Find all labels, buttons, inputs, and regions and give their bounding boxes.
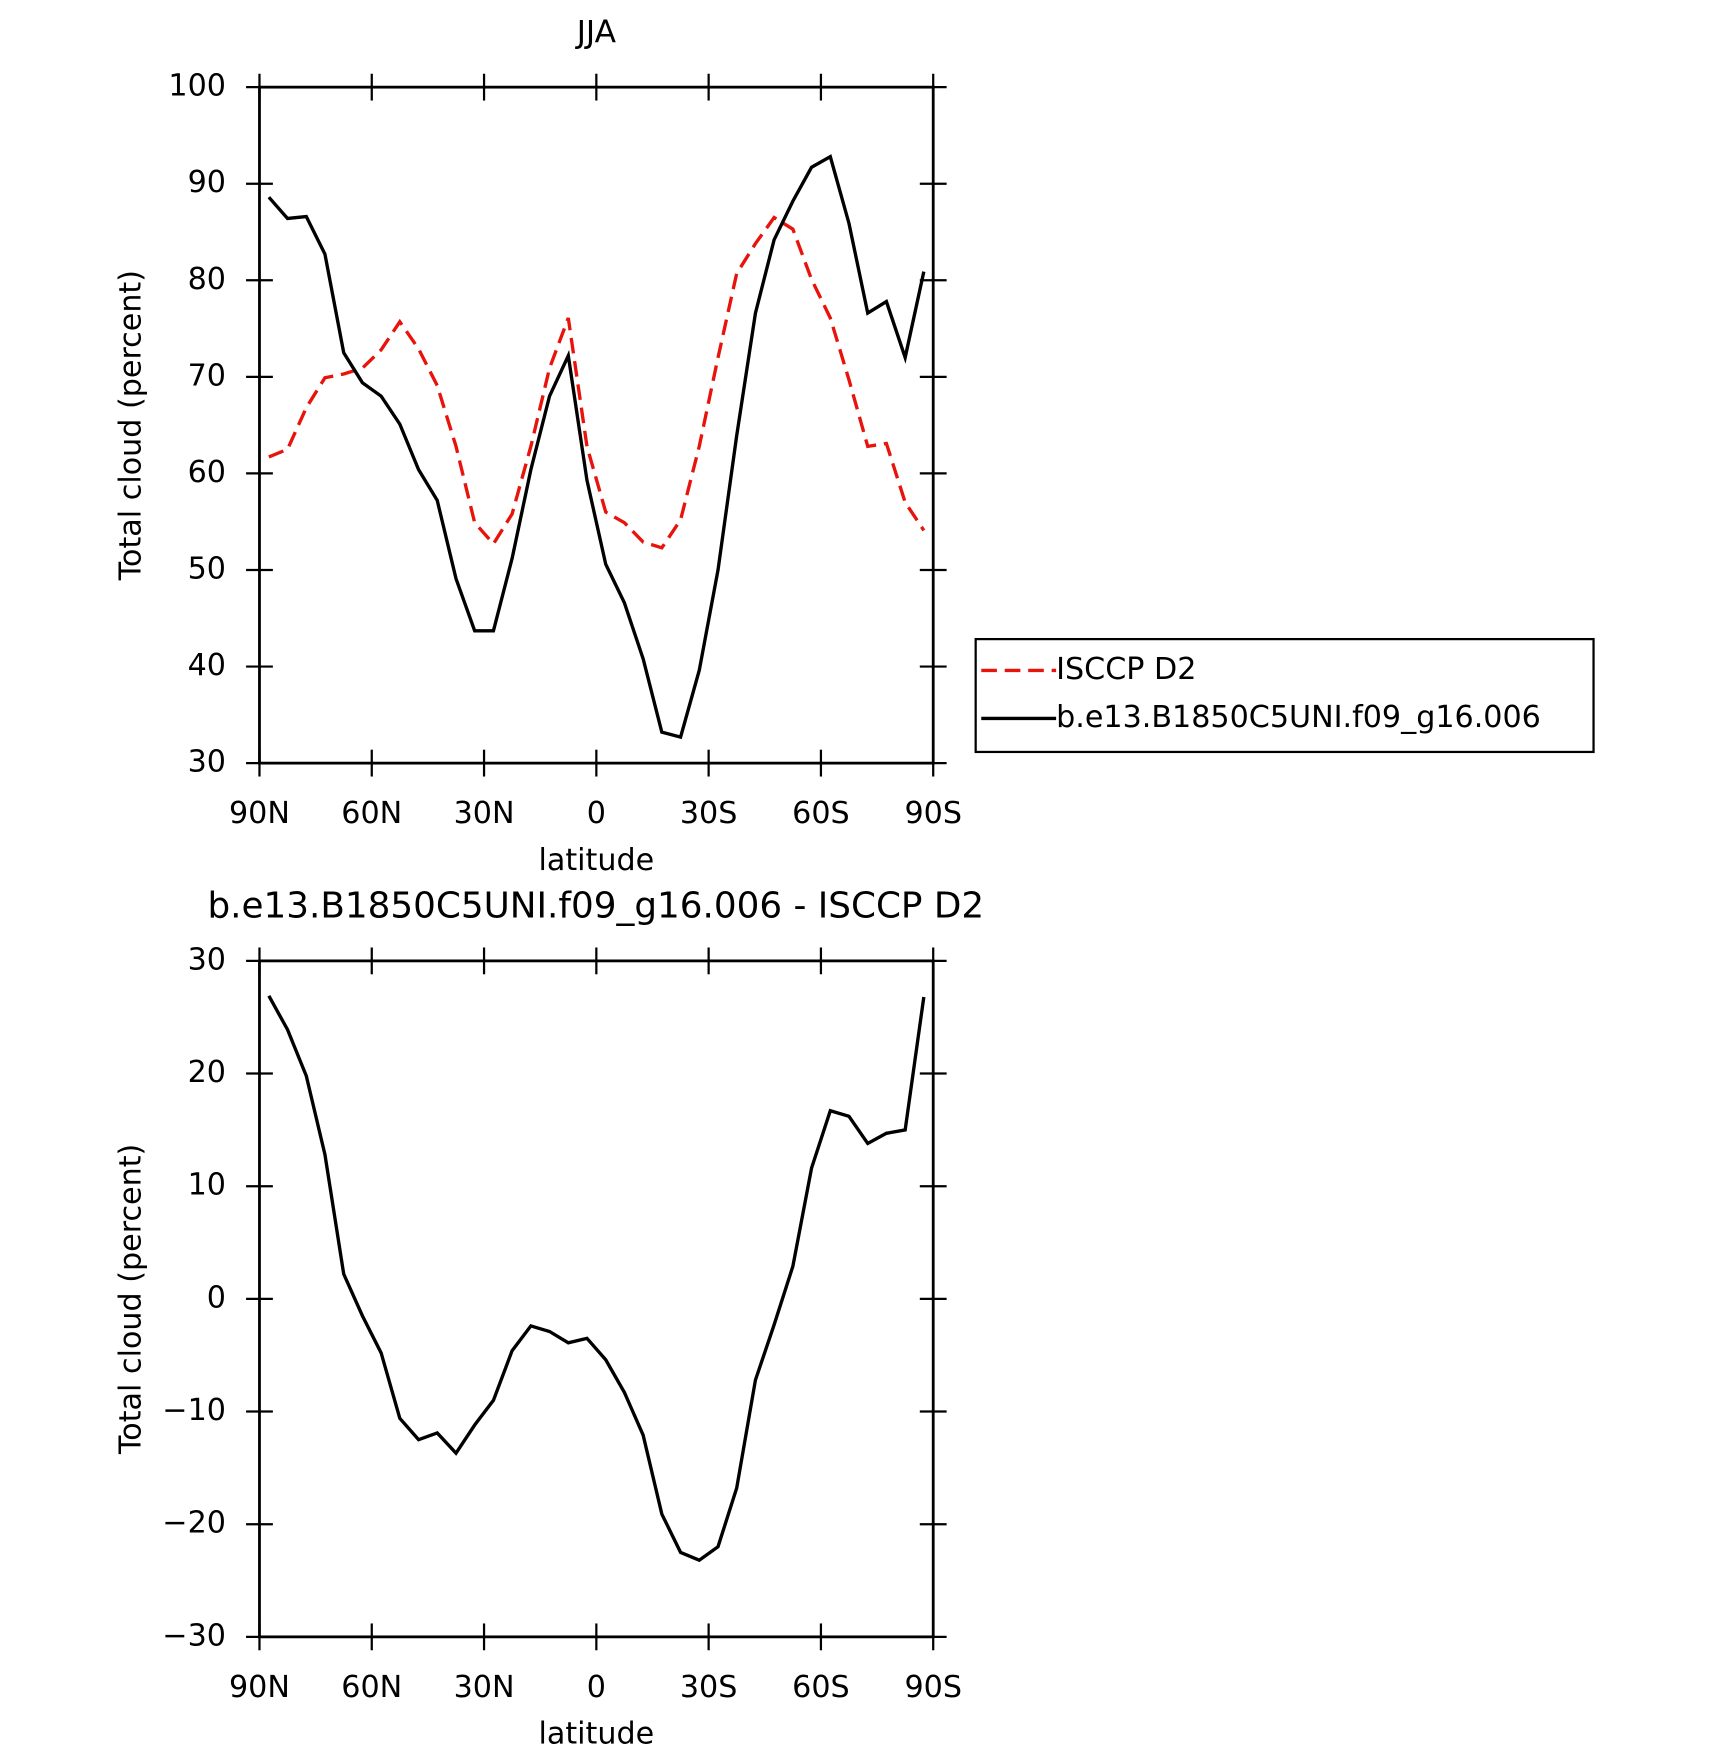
y-axis-label: Total cloud (percent): [114, 1144, 149, 1455]
y-tick-label: 0: [207, 1280, 226, 1315]
y-tick-label: −20: [162, 1506, 226, 1541]
y-tick-label: 10: [188, 1168, 226, 1203]
data-line: [268, 215, 926, 550]
chart-title: b.e13.B1850C5UNI.f09_g16.006 - ISCCP D2: [207, 885, 984, 926]
y-tick-label: 30: [188, 745, 226, 780]
x-tick-label: 90N: [229, 1670, 290, 1705]
y-tick-label: 80: [188, 262, 226, 297]
legend-label: b.e13.B1850C5UNI.f09_g16.006: [1056, 700, 1541, 735]
x-tick-label: 30N: [454, 1670, 515, 1705]
x-tick-label: 90N: [229, 796, 290, 831]
y-tick-label: 70: [188, 358, 226, 393]
chart-title: JJA: [575, 15, 617, 51]
y-tick-label: 50: [188, 551, 226, 586]
data-line: [267, 995, 926, 1563]
legend-box: [974, 637, 1595, 754]
y-axis-label: Total cloud (percent): [114, 270, 149, 581]
x-tick-label: 0: [587, 1670, 606, 1705]
x-tick-label: 30S: [680, 1670, 738, 1705]
plot-frame: [258, 85, 935, 765]
x-tick-label: 90S: [904, 1670, 962, 1705]
x-tick-label: 60N: [341, 1670, 402, 1705]
x-tick-label: 60S: [792, 1670, 850, 1705]
y-tick-label: −10: [162, 1393, 226, 1428]
x-axis-label: latitude: [538, 843, 654, 878]
x-tick-label: 60S: [792, 796, 850, 831]
x-axis-label: latitude: [538, 1717, 654, 1752]
x-tick-label: 0: [587, 796, 606, 831]
y-tick-label: 40: [188, 648, 226, 683]
x-tick-label: 60N: [341, 796, 402, 831]
x-tick-label: 30N: [454, 796, 515, 831]
plot-frame: [258, 959, 935, 1639]
y-tick-label: 100: [168, 69, 226, 104]
y-tick-label: 20: [188, 1055, 226, 1090]
legend-label: ISCCP D2: [1056, 652, 1196, 687]
y-tick-label: 60: [188, 455, 226, 490]
y-tick-label: 30: [188, 942, 226, 977]
x-tick-label: 30S: [680, 796, 738, 831]
y-tick-label: 90: [188, 165, 226, 200]
x-tick-label: 90S: [904, 796, 962, 831]
data-line: [267, 154, 926, 740]
y-tick-label: −30: [162, 1618, 226, 1653]
